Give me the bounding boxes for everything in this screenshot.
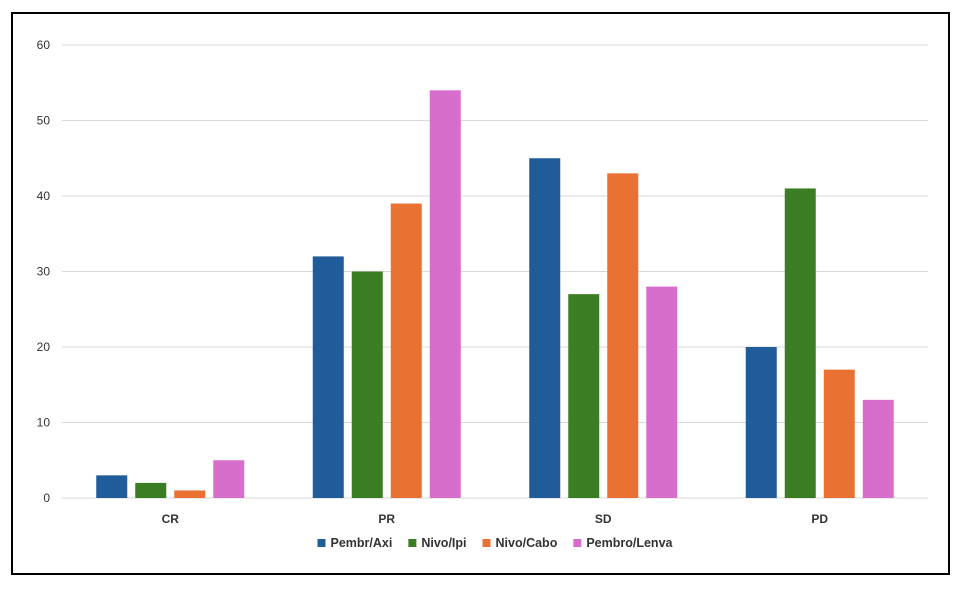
bar-pembro-lenva-pd (862, 399, 894, 498)
x-category-label: SD (595, 512, 612, 526)
legend-swatch (408, 539, 417, 547)
y-axis-ticks: 0 10 20 30 40 50 60 (37, 38, 51, 505)
bar-nivo-ipi-cr (135, 482, 167, 498)
bar-nivo-ipi-pd (784, 188, 816, 498)
legend-swatch (482, 539, 491, 547)
legend-swatch (317, 539, 326, 547)
y-tick-label: 60 (37, 38, 51, 52)
bar-pembro-lenva-pr (429, 90, 461, 499)
legend-item: Pembr/Axi (317, 536, 393, 550)
y-tick-label: 10 (37, 416, 51, 430)
x-category-label: CR (162, 512, 180, 526)
bar-pembr-axi-sd (529, 158, 561, 498)
bars (96, 90, 894, 499)
y-tick-label: 50 (37, 114, 51, 128)
bar-nivo-cabo-sd (607, 173, 639, 498)
legend-item: Nivo/Ipi (408, 536, 467, 550)
legend-label: Nivo/Cabo (496, 536, 558, 550)
x-axis-categories: CR PR SD PD (162, 512, 829, 526)
bar-nivo-ipi-pr (351, 271, 383, 498)
legend-swatch (573, 539, 582, 547)
y-tick-label: 40 (37, 189, 51, 203)
bar-pembr-axi-cr (96, 475, 128, 498)
bar-nivo-ipi-sd (568, 294, 600, 498)
legend-label: Pembro/Lenva (586, 536, 673, 550)
legend-label: Pembr/Axi (331, 536, 393, 550)
legend: Pembr/Axi Nivo/Ipi Nivo/Cabo Pembro/Lenva (317, 536, 674, 550)
bar-nivo-cabo-pd (823, 369, 855, 498)
legend-item: Nivo/Cabo (482, 536, 558, 550)
y-tick-label: 20 (37, 340, 51, 354)
y-tick-label: 0 (43, 491, 50, 505)
bar-nivo-cabo-cr (174, 490, 206, 498)
y-tick-label: 30 (37, 265, 51, 279)
legend-item: Pembro/Lenva (573, 536, 674, 550)
bar-pembr-axi-pr (312, 256, 344, 498)
bar-pembr-axi-pd (745, 347, 777, 498)
bar-pembro-lenva-cr (213, 460, 245, 498)
legend-label: Nivo/Ipi (421, 536, 466, 550)
bar-nivo-cabo-pr (390, 203, 422, 499)
x-category-label: PR (378, 512, 395, 526)
x-category-label: PD (811, 512, 828, 526)
gridlines (62, 44, 928, 499)
bar-pembro-lenva-sd (646, 286, 678, 498)
